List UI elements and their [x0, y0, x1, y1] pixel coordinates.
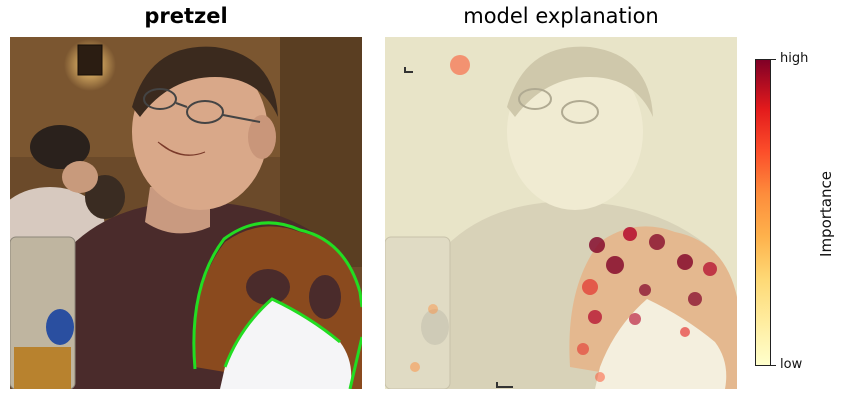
- explanation-heatmap: [385, 37, 737, 389]
- original-photo: [10, 37, 362, 389]
- colorbar-tick-low: [771, 365, 776, 366]
- colorbar-axis-label: Importance: [817, 171, 835, 257]
- heatmap-overlay: [385, 37, 737, 389]
- original-image-title: pretzel: [144, 4, 228, 28]
- beer-logo-icon: [46, 309, 74, 345]
- importance-hotspots: [410, 55, 717, 382]
- colorbar-high-label: high: [780, 51, 809, 66]
- photo-scene: [10, 37, 362, 389]
- colorbar-tick-high: [771, 59, 776, 60]
- explanation-title: model explanation: [463, 4, 659, 28]
- importance-colorbar: [755, 59, 771, 366]
- colorbar-low-label: low: [780, 357, 803, 372]
- segmentation-outline: [192, 221, 362, 389]
